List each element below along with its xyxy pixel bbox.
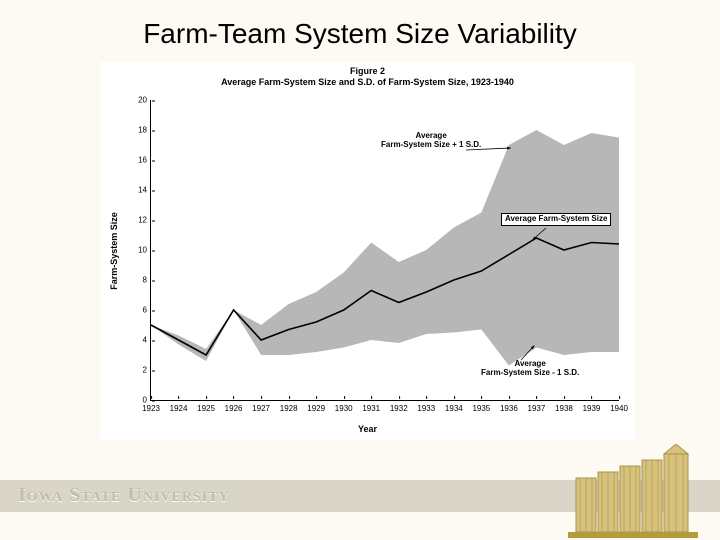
plot-area: AverageFarm-System Size + 1 S.D. Average… bbox=[150, 100, 619, 401]
annotation-mean: Average Farm-System Size bbox=[501, 213, 611, 226]
figure-caption: Figure 2 Average Farm-System Size and S.… bbox=[100, 66, 635, 88]
x-tick: 1939 bbox=[583, 400, 601, 413]
x-tick: 1933 bbox=[417, 400, 435, 413]
x-tick: 1936 bbox=[500, 400, 518, 413]
y-tick: 4 bbox=[143, 336, 151, 345]
y-tick: 8 bbox=[143, 276, 151, 285]
slide-title: Farm-Team System Size Variability bbox=[0, 18, 720, 50]
y-tick: 18 bbox=[138, 126, 151, 135]
x-tick: 1929 bbox=[307, 400, 325, 413]
campanile-logo-icon bbox=[568, 444, 698, 540]
x-tick: 1930 bbox=[335, 400, 353, 413]
annotation-lower: AverageFarm-System Size - 1 S.D. bbox=[481, 360, 579, 378]
y-tick: 14 bbox=[138, 186, 151, 195]
x-tick: 1926 bbox=[225, 400, 243, 413]
y-tick: 6 bbox=[143, 306, 151, 315]
x-tick: 1932 bbox=[390, 400, 408, 413]
x-tick: 1935 bbox=[472, 400, 490, 413]
x-tick: 1937 bbox=[528, 400, 546, 413]
x-tick: 1925 bbox=[197, 400, 215, 413]
x-tick: 1927 bbox=[252, 400, 270, 413]
x-tick: 1924 bbox=[170, 400, 188, 413]
x-tick: 1923 bbox=[142, 400, 160, 413]
y-tick: 16 bbox=[138, 156, 151, 165]
university-wordmark: Iowa State University bbox=[18, 484, 230, 507]
slide: Farm-Team System Size Variability Figure… bbox=[0, 0, 720, 540]
x-axis-label: Year bbox=[100, 424, 635, 434]
x-tick: 1940 bbox=[610, 400, 628, 413]
x-tick: 1931 bbox=[362, 400, 380, 413]
y-tick: 12 bbox=[138, 216, 151, 225]
y-axis-label: Farm-System Size bbox=[109, 212, 119, 290]
y-tick: 2 bbox=[143, 366, 151, 375]
figure-caption-line2: Average Farm-System Size and S.D. of Far… bbox=[221, 77, 514, 87]
footer: Iowa State University bbox=[0, 480, 720, 540]
x-tick: 1934 bbox=[445, 400, 463, 413]
x-tick: 1938 bbox=[555, 400, 573, 413]
figure-caption-line1: Figure 2 bbox=[350, 66, 385, 76]
figure: Figure 2 Average Farm-System Size and S.… bbox=[100, 62, 635, 440]
y-tick: 20 bbox=[138, 96, 151, 105]
x-tick: 1928 bbox=[280, 400, 298, 413]
annotation-upper: AverageFarm-System Size + 1 S.D. bbox=[381, 132, 481, 150]
y-tick: 10 bbox=[138, 246, 151, 255]
